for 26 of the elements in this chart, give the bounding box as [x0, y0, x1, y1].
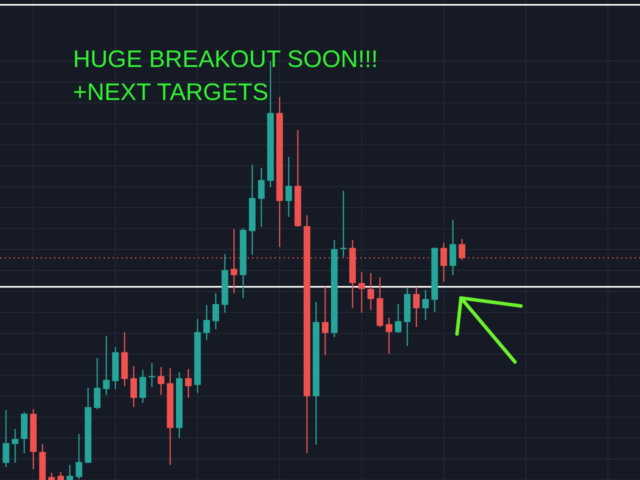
candlestick	[158, 366, 164, 396]
candlestick	[422, 290, 429, 321]
candlestick	[358, 272, 365, 314]
candlestick	[212, 292, 220, 330]
candlestick	[76, 433, 82, 480]
candlestick	[148, 362, 156, 388]
candlestick	[140, 369, 146, 404]
candlestick	[103, 335, 110, 396]
candlestick	[2, 409, 10, 468]
candlestick	[386, 317, 392, 354]
candlestick	[66, 464, 74, 480]
candlestick	[12, 428, 18, 464]
candlestick	[450, 219, 456, 276]
candlestick	[322, 286, 328, 356]
candlestick	[368, 272, 374, 310]
candlestick	[130, 365, 137, 408]
candlestick	[94, 357, 100, 410]
candlestick	[394, 303, 402, 334]
candlestick	[258, 167, 265, 228]
candlestick	[285, 156, 292, 218]
candlestick	[440, 242, 448, 282]
annotation: HUGE BREAKOUT SOON!!!	[73, 46, 378, 73]
annotation: +NEXT TARGETS	[73, 79, 268, 106]
candlestick	[203, 304, 210, 341]
candlestick	[185, 368, 192, 398]
candlestick	[413, 286, 420, 328]
